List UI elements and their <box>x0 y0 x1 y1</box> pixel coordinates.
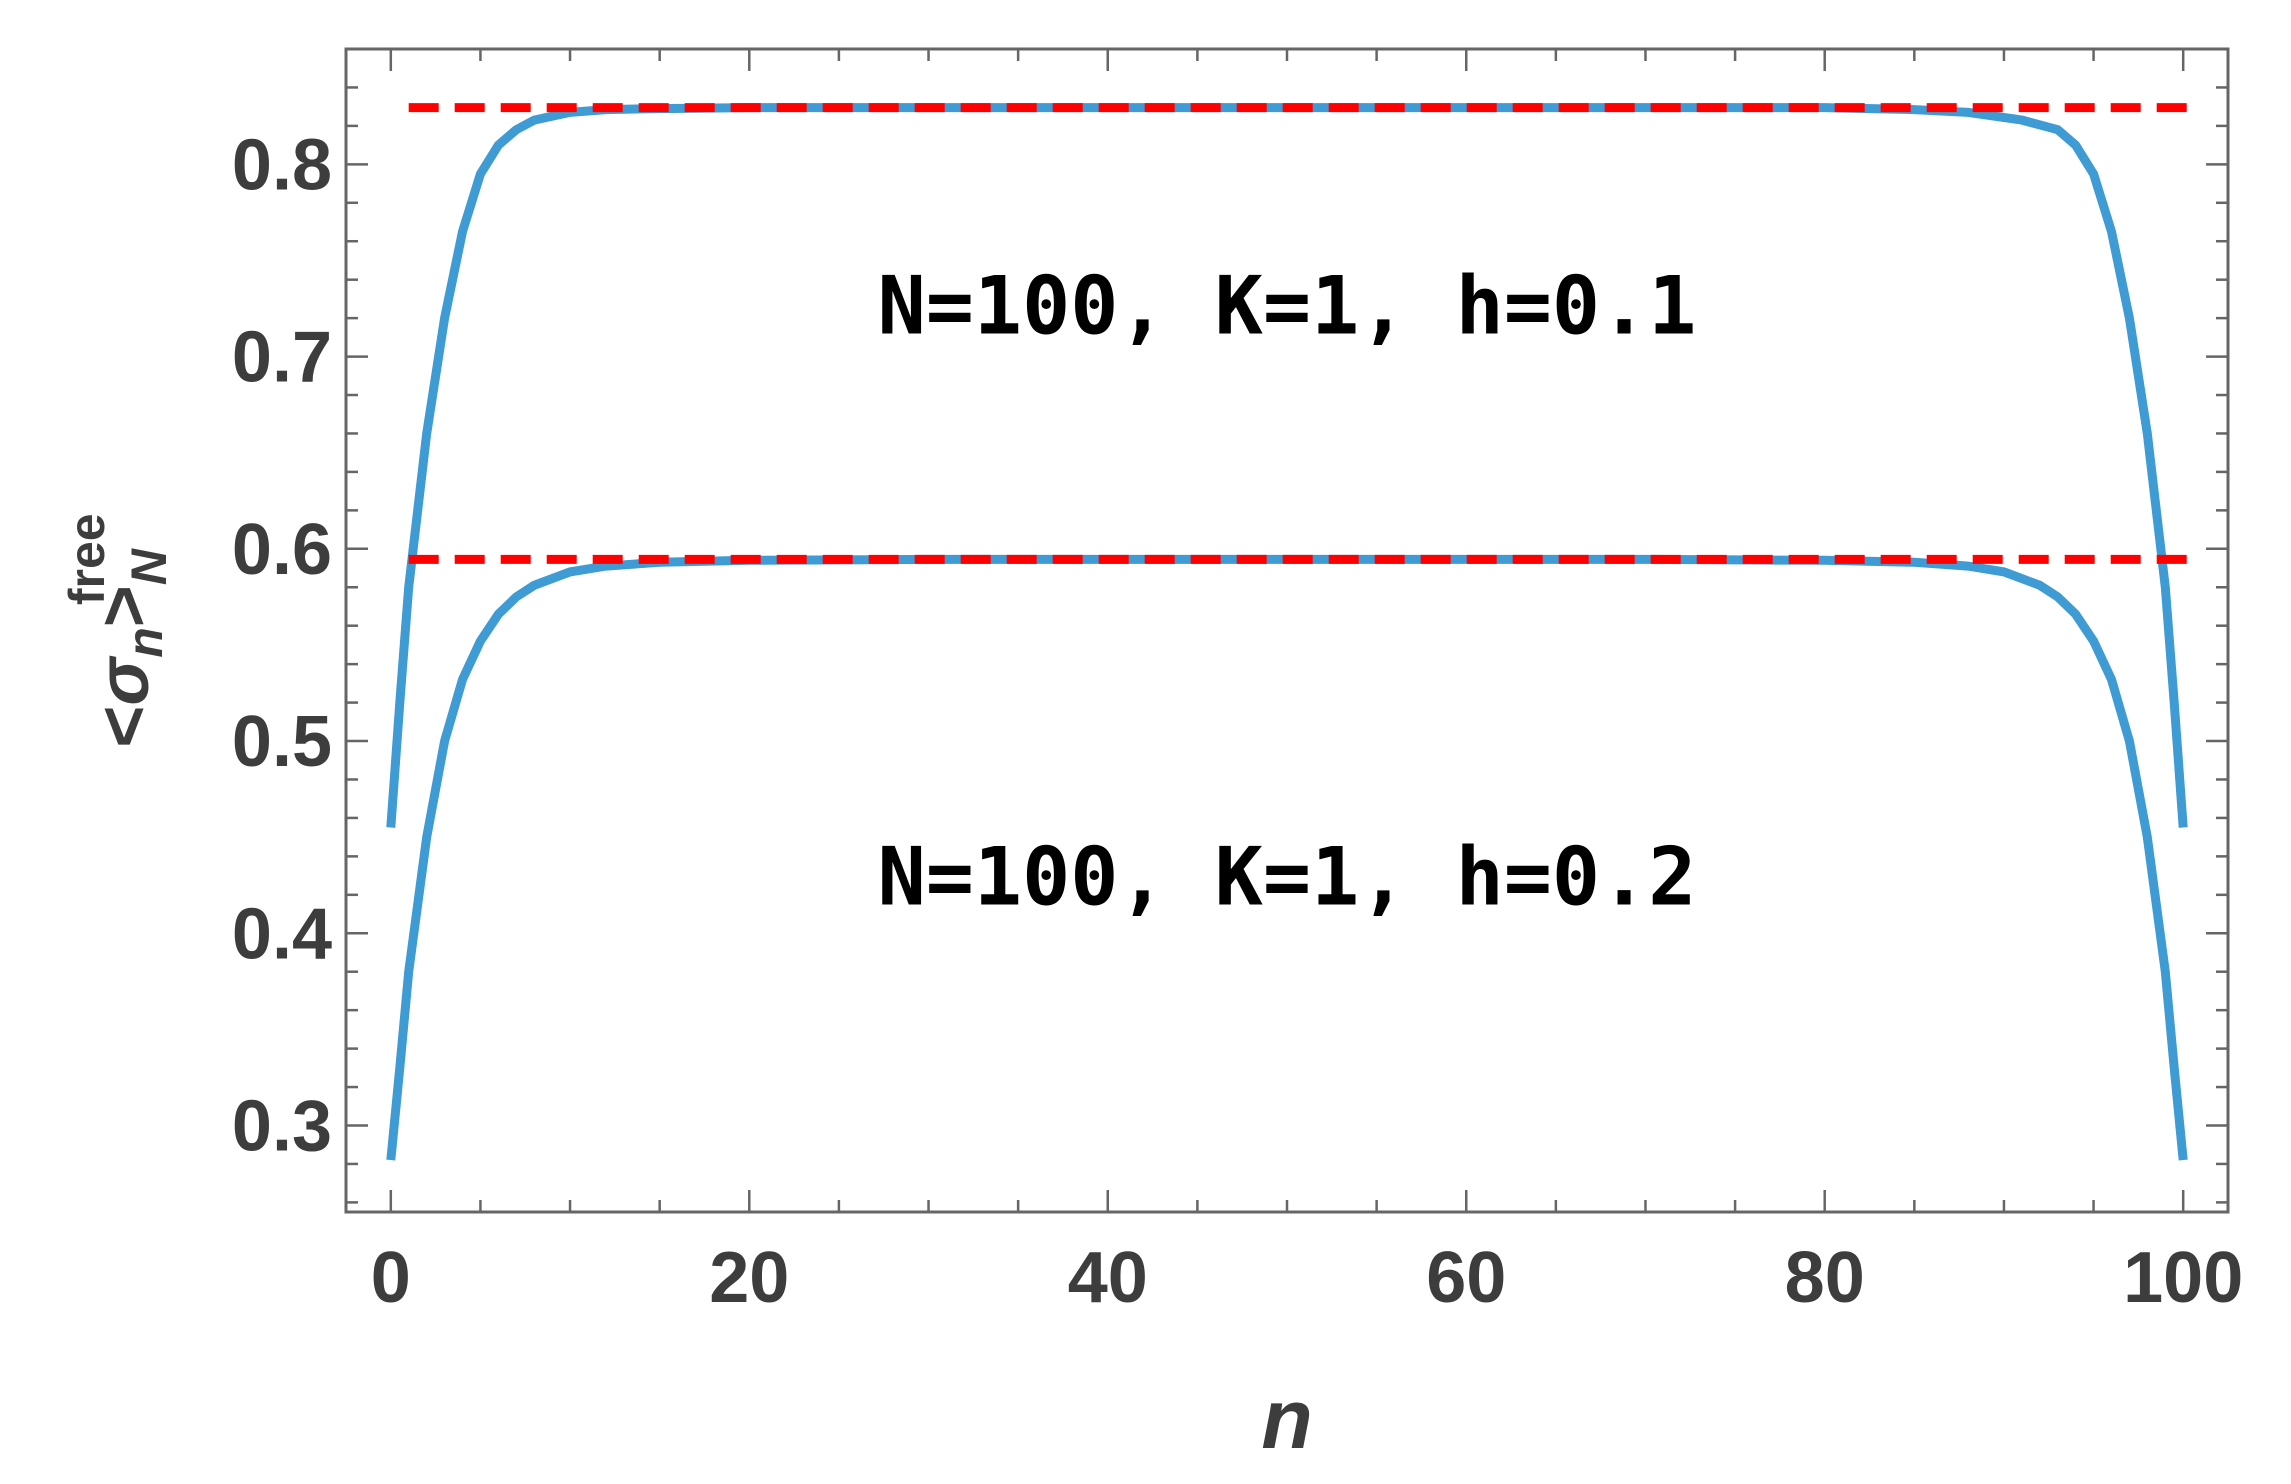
y-tick-label: 0.4 <box>232 894 332 974</box>
y-axis-label: <σn>Nfree <box>59 513 177 747</box>
annotation-0: N=100, K=1, h=0.1 <box>878 260 1697 353</box>
y-tick-label: 0.5 <box>232 702 332 782</box>
x-tick-label: 0 <box>371 1238 411 1318</box>
y-tick-label: 0.6 <box>232 510 332 590</box>
y-label-symbol: σ <box>84 655 164 706</box>
y-label-open: < <box>84 706 164 748</box>
y-tick-label: 0.8 <box>232 125 332 205</box>
x-tick-label: 20 <box>709 1238 789 1318</box>
annotation-1: N=100, K=1, h=0.2 <box>878 830 1697 923</box>
label-layer: 0 20 40 60 80 100 0.3 0.4 0.5 0.6 0.7 0.8 <box>232 125 2243 1318</box>
y-tick-label: 0.3 <box>232 1086 332 1166</box>
y-label-post-subscript: N <box>121 548 177 585</box>
y-label-subscript: n <box>117 627 173 658</box>
series-layer <box>386 103 2202 1161</box>
x-tick-label: 60 <box>1426 1238 1506 1318</box>
x-tick-label: 80 <box>1785 1238 1865 1318</box>
y-label-superscript: free <box>59 513 115 605</box>
x-tick-label: 40 <box>1068 1238 1148 1318</box>
tick-layer <box>346 47 2228 1212</box>
y-label-close: > <box>84 585 164 627</box>
y-tick-label: 0.7 <box>232 318 332 398</box>
x-axis-label: n <box>1261 1372 1312 1466</box>
annotation-layer: N=100, K=1, h=0.1 N=100, K=1, h=0.2 <box>878 260 1697 924</box>
x-tick-label: 100 <box>2123 1238 2243 1318</box>
